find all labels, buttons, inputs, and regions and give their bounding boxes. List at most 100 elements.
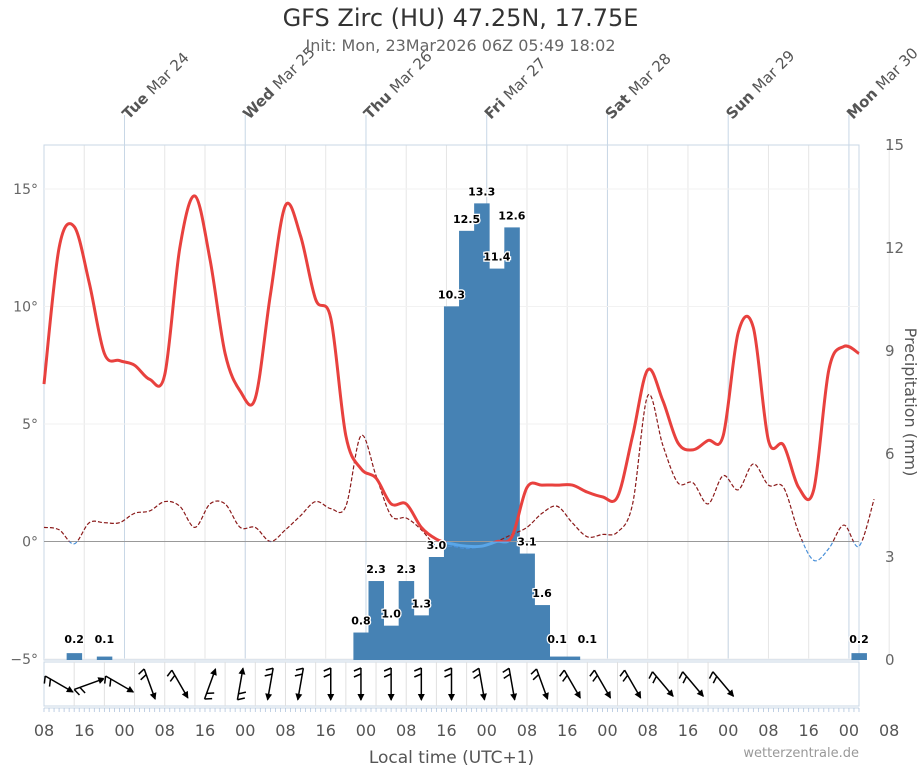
wind-barb [472,667,487,701]
precip-bar [519,553,535,660]
precip-bar [504,227,520,660]
time-tick-label: 00 [114,721,134,740]
day-label-tue: Tue Mar 24 [119,49,193,123]
wind-barb [103,675,135,693]
wind-barb [294,667,305,701]
time-tick-label: 08 [275,721,295,740]
precip-data-label: 0.2 [64,633,84,646]
precip-bar [474,203,490,660]
wind-barb [73,677,106,696]
precip-data-label: 2.3 [396,563,416,576]
precip-data-label: 0.1 [95,633,115,646]
wind-barb [648,671,674,698]
time-tick-label: 08 [517,721,537,740]
wind-barb [619,669,642,699]
temp-tick-label: −5° [10,652,38,668]
precip-bar [443,306,460,660]
temp-tick-label: 0° [22,535,38,551]
time-tick-label: 08 [396,721,416,740]
day-date: Mar 29 [749,47,799,97]
credit-label: wetterzentrale.de [743,746,859,761]
precip-bar [564,656,581,660]
time-tick-label: 08 [34,721,54,740]
precip-data-label: 10.3 [438,288,465,301]
precip-data-label: 13.3 [468,185,495,198]
time-tick-label: 00 [477,721,497,740]
precip-bar [459,230,475,661]
time-tick-label: 16 [74,721,94,740]
day-label-thu: Thu Mar 26 [360,47,436,123]
day-label-mon: Mon Mar 30 [843,44,921,123]
wind-barb [203,668,217,700]
precip-data-label: 3.0 [427,539,447,552]
precip-tick-label: 12 [885,239,904,257]
wind-barb [166,669,189,699]
chart-subtitle: Init: Mon, 23Mar2026 06Z 05:49 18:02 [305,36,616,55]
day-label-sat: Sat Mar 28 [602,50,675,123]
time-tick-label: 16 [195,721,215,740]
day-label-sun: Sun Mar 29 [722,47,798,123]
day-date: Mar 26 [386,47,436,97]
precip-data-label: 3.1 [517,536,537,549]
precip-bar [383,625,400,660]
day-date: Mar 30 [872,44,921,94]
precip-bar [549,656,566,660]
time-tick-label: 16 [436,721,456,740]
time-tick-label: 08 [879,721,899,740]
precip-data-label: 1.0 [381,608,401,621]
wind-barb [708,671,735,698]
time-tick-label: 08 [155,721,175,740]
time-tick-label: 08 [758,721,778,740]
wind-barb [502,667,518,701]
dewpoint-series-line [43,393,875,542]
wind-barb [444,667,455,701]
wind-barb [323,667,335,701]
precip-tick-label: 3 [885,548,895,566]
temp-tick-label: 5° [22,417,38,433]
wind-barb [138,668,157,700]
precip-data-label: 1.3 [412,597,432,610]
day-date: Mar 25 [269,43,319,93]
time-tick-label: 16 [316,721,336,740]
precip-tick-label: 0 [885,651,895,669]
precip-tick-label: 15 [885,136,904,154]
precip-bar [353,632,369,660]
time-tick-label: 16 [919,721,921,740]
precip-data-label: 12.6 [498,209,525,222]
precip-axis-title: Precipitation (mm) [901,328,920,477]
x-axis-title: Local time (UTC+1) [368,748,535,768]
time-tick-label: 16 [557,721,577,740]
wind-barb [559,669,581,699]
precip-bar [413,615,430,660]
precip-bar [368,581,384,660]
time-tick-label: 16 [678,721,698,740]
precip-tick-label: 9 [885,342,895,360]
day-label-wed: Wed Mar 25 [239,43,318,122]
time-tick-label: 08 [638,721,658,740]
temperature-series-line [42,194,860,542]
precip-tick-label: 6 [885,445,895,463]
time-tick-label: 00 [356,721,376,740]
time-tick-label: 16 [799,721,819,740]
temperature-series-line-below-zero [437,541,510,549]
wind-barb [264,667,274,701]
precip-data-label: 1.6 [532,587,552,600]
precip-bar [428,557,445,660]
precip-bar [534,605,551,660]
precip-data-label: 11.4 [483,251,510,264]
precip-data-label: 12.5 [453,213,480,226]
chart-title: GFS Zirc (HU) 47.25N, 17.75E [282,4,639,32]
time-tick-label: 00 [718,721,738,740]
precip-bar [398,581,415,660]
temp-tick-label: 15° [13,182,38,198]
day-label-fri: Fri Mar 27 [481,54,550,123]
wind-barb [414,667,425,701]
day-date: Mar 24 [143,49,193,99]
precip-data-label: 0.1 [547,633,567,646]
temp-tick-label: 10° [13,300,38,316]
precip-bar [851,653,867,660]
wind-barb [43,675,74,693]
precip-data-label: 0.1 [578,633,598,646]
precip-data-label: 0.2 [849,633,869,646]
